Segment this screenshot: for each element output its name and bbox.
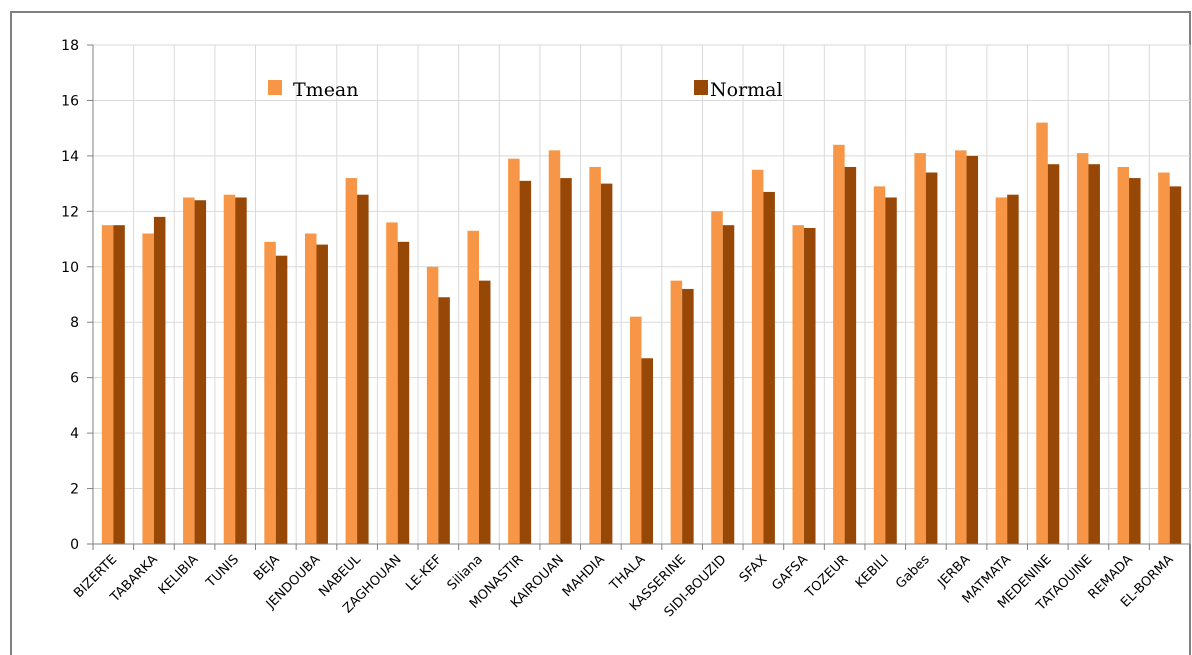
y-tick-label: 12 <box>61 204 79 220</box>
bar-normal-tabarka <box>153 216 166 544</box>
bar-normal-tataouine <box>1088 164 1100 544</box>
bar-tmean-zaghouan <box>386 222 398 544</box>
y-tick-label: 16 <box>61 93 79 109</box>
bar-normal-kebili <box>885 197 897 544</box>
legend-swatch-normal <box>694 80 708 95</box>
bar-normal-siliana <box>478 280 491 544</box>
bar-tmean-le-kef <box>426 266 439 544</box>
bar-tmean-monastir <box>508 158 520 544</box>
y-tick-label: 0 <box>70 537 79 553</box>
y-tick-label: 6 <box>70 371 79 387</box>
bar-tmean-tabarka <box>142 233 154 544</box>
bar-tmean-jerba <box>955 150 967 544</box>
bar-tmean-medenine <box>1036 122 1048 544</box>
y-tick-label: 4 <box>70 426 79 442</box>
bar-normal-kelibia <box>194 200 207 544</box>
bar-tmean-bizerte <box>101 225 114 544</box>
y-tick-label: 2 <box>70 482 79 498</box>
bar-normal-tunis <box>235 197 247 544</box>
bar-tmean-tataouine <box>1076 153 1089 544</box>
legend-swatch-tmean <box>268 80 282 95</box>
bar-tmean-siliana <box>467 230 479 544</box>
bar-normal-gabes <box>925 172 938 544</box>
bar-tmean-sfax <box>751 169 764 544</box>
y-tick-label: 8 <box>70 315 79 331</box>
bar-normal-sfax <box>763 191 775 544</box>
bar-normal-bizerte <box>113 225 125 544</box>
bar-tmean-tunis <box>223 194 236 544</box>
y-tick-label: 14 <box>61 149 79 165</box>
bar-tmean-remada <box>1117 166 1130 544</box>
bar-tmean-tozeur <box>833 144 845 545</box>
bar-normal-tozeur <box>844 166 857 544</box>
bar-normal-beja <box>275 255 288 544</box>
bar-tmean-mahdia <box>589 166 601 544</box>
bar-normal-mahdia <box>600 183 613 544</box>
bar-tmean-kasserine <box>670 280 683 544</box>
bar-tmean-nabeul <box>345 178 358 545</box>
y-tick-label: 10 <box>61 260 79 276</box>
legend-label-tmean: Tmean <box>293 79 359 101</box>
y-tick-labels: 0 2 4 6 8 10 12 14 16 18 <box>61 38 79 553</box>
bar-normal-jendouba <box>316 244 328 544</box>
bar-tmean-gafsa <box>792 225 805 544</box>
bar-normal-zaghouan <box>397 241 410 545</box>
legend-label-normal: Normal <box>710 79 783 101</box>
bar-normal-kasserine <box>682 288 694 544</box>
bar-normal-gafsa <box>804 227 816 544</box>
bar-tmean-sidi-bouzid <box>711 211 723 545</box>
bar-normal-thala <box>641 358 653 544</box>
bar-tmean-kelibia <box>183 197 195 544</box>
bar-tmean-matmata <box>995 197 1008 544</box>
bar-normal-jerba <box>966 155 979 544</box>
bar-tmean-beja <box>264 241 276 545</box>
bar-normal-kairouan <box>560 178 572 545</box>
bar-tmean-kebili <box>873 186 886 544</box>
bar-normal-el-borma <box>1169 186 1182 544</box>
bar-normal-matmata <box>1007 194 1019 544</box>
bar-tmean-kairouan <box>548 150 561 544</box>
bar-normal-remada <box>1129 178 1141 545</box>
bar-normal-nabeul <box>357 194 369 544</box>
bar-normal-le-kef <box>438 297 450 544</box>
bar-normal-monastir <box>519 180 532 545</box>
bar-tmean-jendouba <box>304 233 317 544</box>
axes <box>87 44 1191 550</box>
bar-tmean-el-borma <box>1158 172 1170 544</box>
bar-normal-sidi-bouzid <box>722 225 735 544</box>
bar-tmean-thala <box>630 316 642 544</box>
bar-normal-medenine <box>1047 164 1060 544</box>
y-tick-label: 18 <box>61 38 79 54</box>
bar-tmean-gabes <box>914 153 926 544</box>
bars <box>101 122 1182 545</box>
legend: Tmean Normal <box>268 79 783 101</box>
